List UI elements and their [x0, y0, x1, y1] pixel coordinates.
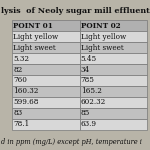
Bar [12, 42, 80, 53]
Bar [80, 20, 147, 31]
Text: 760: 760 [13, 76, 27, 84]
Text: POINT 01: POINT 01 [13, 22, 53, 30]
Text: 160.32: 160.32 [13, 87, 39, 95]
Bar [12, 75, 80, 86]
Text: 83: 83 [13, 109, 22, 117]
Text: 5.45: 5.45 [81, 55, 97, 63]
Bar [80, 75, 147, 86]
Text: 78.1: 78.1 [13, 120, 30, 128]
Text: 602.32: 602.32 [81, 98, 106, 106]
Text: Light sweet: Light sweet [81, 44, 124, 52]
Text: 63.9: 63.9 [81, 120, 97, 128]
Bar [80, 53, 147, 64]
Text: d in ppm (mg/L) except pH, temperature i: d in ppm (mg/L) except pH, temperature i [1, 138, 142, 146]
Text: Light yellow: Light yellow [81, 33, 126, 41]
Bar [12, 64, 80, 75]
Text: POINT 02: POINT 02 [81, 22, 121, 30]
Bar [12, 97, 80, 108]
Bar [80, 42, 147, 53]
Bar [80, 64, 147, 75]
Bar [12, 53, 80, 64]
Text: lysis  of Neoly sugar mill effluents at differ: lysis of Neoly sugar mill effluents at d… [1, 7, 150, 15]
Bar [80, 86, 147, 97]
Text: Light yellow: Light yellow [13, 33, 59, 41]
Bar [80, 97, 147, 108]
Bar [80, 119, 147, 130]
Bar [12, 86, 80, 97]
Bar [12, 31, 80, 42]
Text: 599.68: 599.68 [13, 98, 39, 106]
Text: 85: 85 [81, 109, 90, 117]
Text: 34: 34 [81, 66, 90, 74]
Bar [12, 119, 80, 130]
Bar [12, 20, 80, 31]
Bar [80, 108, 147, 119]
Text: Light sweet: Light sweet [13, 44, 56, 52]
Text: 5.32: 5.32 [13, 55, 29, 63]
Bar [12, 108, 80, 119]
Text: 785: 785 [81, 76, 95, 84]
Text: 165.2: 165.2 [81, 87, 102, 95]
Bar [80, 31, 147, 42]
Text: 82: 82 [13, 66, 23, 74]
